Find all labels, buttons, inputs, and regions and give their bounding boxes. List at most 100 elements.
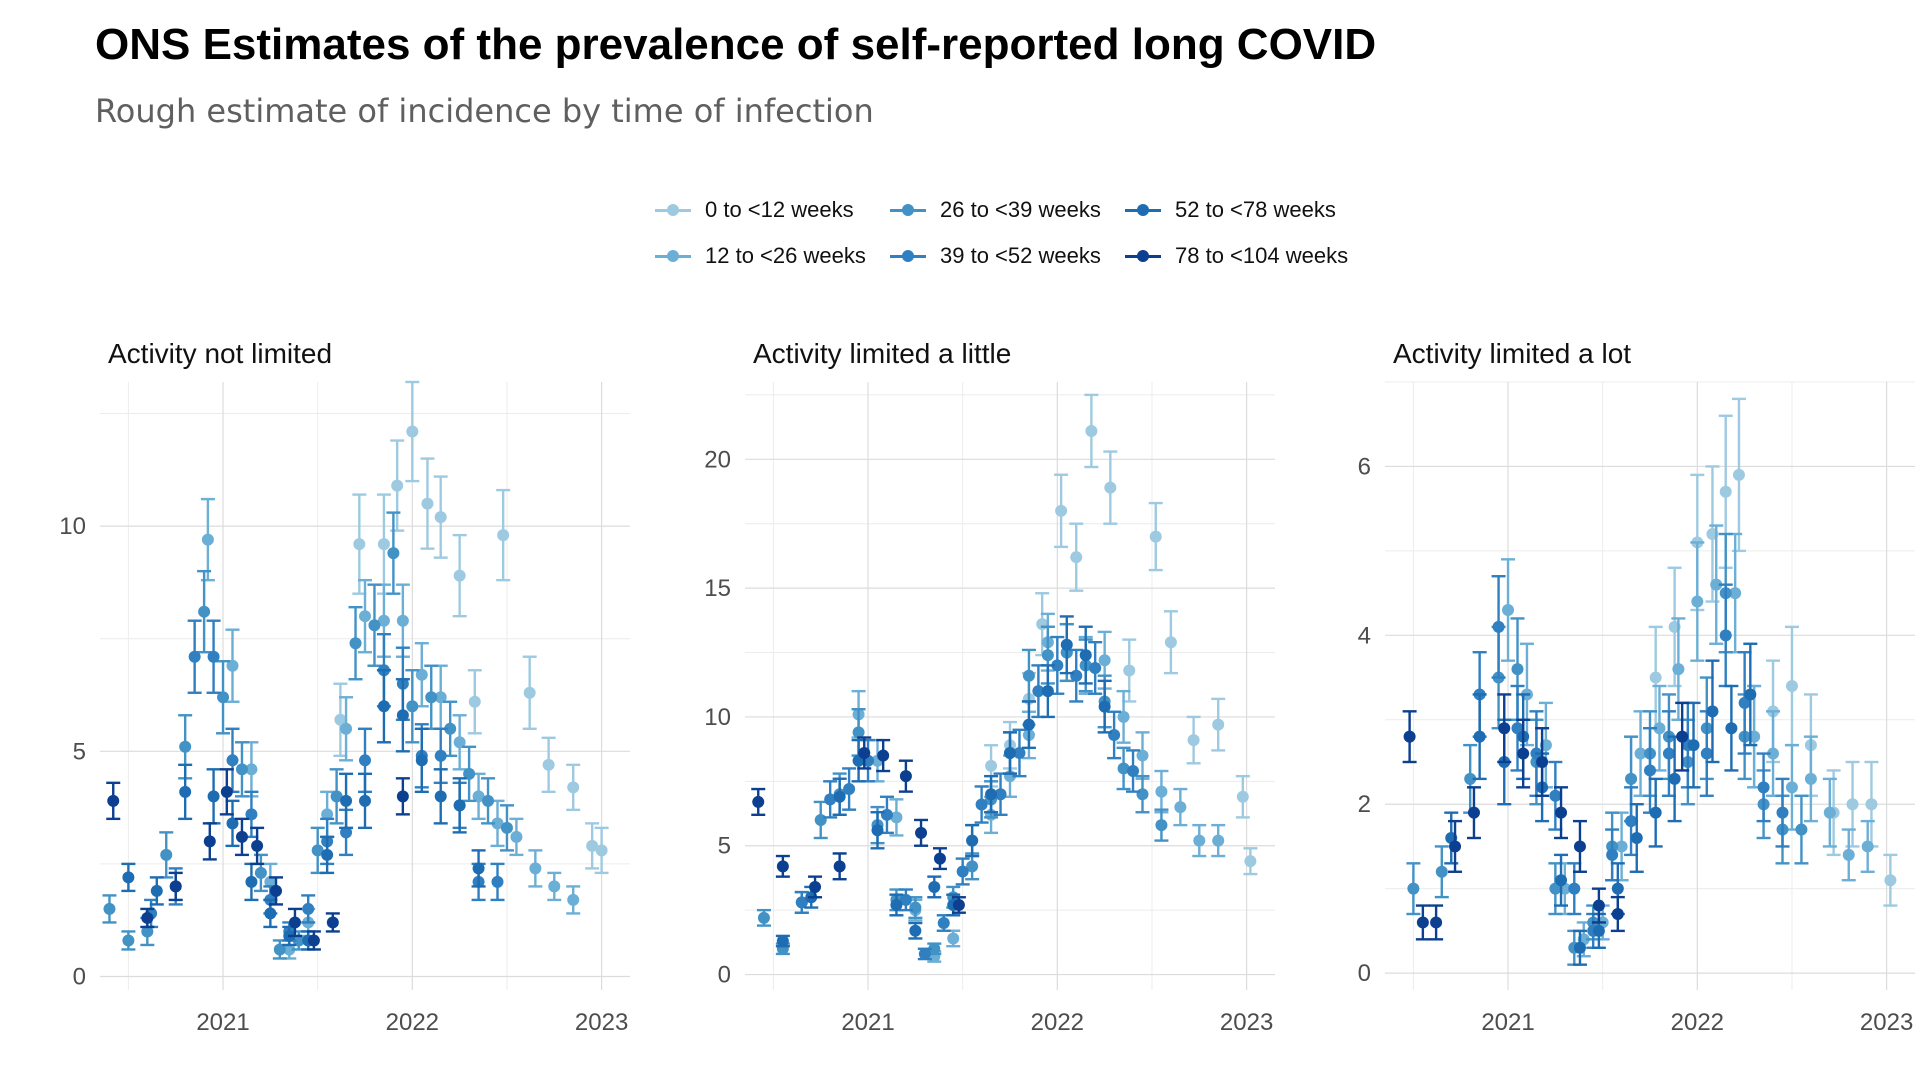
data-point bbox=[510, 830, 523, 843]
data-point bbox=[500, 821, 513, 834]
data-point bbox=[1536, 756, 1549, 768]
data-point bbox=[1687, 739, 1700, 752]
data-point bbox=[1691, 595, 1704, 608]
data-point bbox=[1155, 819, 1168, 832]
data-point bbox=[1051, 659, 1064, 672]
data-point bbox=[1117, 710, 1130, 723]
data-point bbox=[899, 893, 912, 906]
data-point bbox=[421, 497, 434, 510]
data-point bbox=[1136, 788, 1149, 801]
data-point bbox=[254, 866, 267, 879]
data-point bbox=[1592, 924, 1605, 937]
data-point bbox=[292, 934, 305, 947]
data-point bbox=[1846, 798, 1859, 811]
data-point bbox=[1193, 834, 1206, 847]
data-point bbox=[1592, 899, 1605, 912]
data-point bbox=[349, 637, 362, 650]
data-point bbox=[909, 924, 922, 937]
series bbox=[751, 736, 966, 914]
data-point bbox=[1706, 705, 1719, 718]
data-point bbox=[1117, 762, 1130, 775]
data-point bbox=[890, 811, 903, 824]
data-point bbox=[852, 726, 865, 739]
data-point bbox=[273, 943, 286, 956]
data-point bbox=[1123, 664, 1136, 677]
data-point bbox=[1861, 840, 1874, 853]
legend-item: 12 to <26 weeks bbox=[655, 241, 866, 271]
data-point bbox=[141, 911, 154, 924]
data-point bbox=[1573, 840, 1586, 853]
data-point bbox=[122, 871, 135, 884]
series bbox=[106, 768, 410, 951]
data-point bbox=[1662, 747, 1675, 760]
x-tick-label: 2021 bbox=[196, 1009, 249, 1036]
data-point bbox=[391, 479, 404, 492]
data-point bbox=[107, 794, 120, 807]
data-point bbox=[1060, 638, 1073, 651]
data-point bbox=[307, 934, 320, 947]
y-tick-label: 5 bbox=[73, 738, 86, 765]
data-point bbox=[1644, 764, 1656, 777]
data-point bbox=[235, 763, 248, 776]
legend-key bbox=[655, 195, 691, 225]
data-point bbox=[1649, 806, 1662, 819]
data-point bbox=[1407, 882, 1420, 895]
y-tick-label: 10 bbox=[704, 704, 731, 731]
data-point bbox=[472, 862, 485, 875]
y-tick-label: 20 bbox=[704, 446, 731, 473]
data-point bbox=[406, 700, 419, 713]
data-point bbox=[1865, 798, 1878, 811]
data-point bbox=[1700, 747, 1713, 760]
data-point bbox=[985, 788, 998, 801]
data-point bbox=[833, 860, 846, 873]
data-point bbox=[207, 650, 220, 663]
data-point bbox=[251, 839, 264, 852]
x-tick-label: 2023 bbox=[575, 1009, 628, 1036]
legend-key bbox=[655, 241, 691, 271]
y-tick-label: 0 bbox=[73, 963, 86, 990]
series bbox=[984, 393, 1258, 876]
data-point bbox=[548, 880, 561, 893]
data-point bbox=[1036, 618, 1049, 631]
data-point bbox=[1070, 551, 1083, 564]
x-tick-label: 2022 bbox=[1671, 1009, 1724, 1036]
data-point bbox=[915, 826, 928, 839]
data-point bbox=[160, 848, 173, 861]
y-tick-label: 15 bbox=[704, 575, 731, 602]
data-point bbox=[899, 770, 912, 783]
data-point bbox=[1041, 649, 1054, 662]
data-point bbox=[871, 824, 884, 837]
x-tick-label: 2022 bbox=[386, 1009, 439, 1036]
data-point bbox=[1127, 765, 1140, 778]
data-point bbox=[220, 785, 233, 798]
data-point bbox=[245, 808, 258, 821]
data-point bbox=[415, 668, 428, 681]
data-point bbox=[444, 722, 457, 735]
data-point bbox=[890, 898, 903, 911]
data-point bbox=[1079, 649, 1092, 662]
data-point bbox=[377, 700, 390, 713]
data-point bbox=[472, 790, 485, 803]
data-point bbox=[1244, 855, 1257, 868]
data-point bbox=[1757, 781, 1770, 794]
chart-panel: Activity limited a little 0 5 10 15 20 2021 202… bbox=[704, 338, 1275, 1036]
data-point bbox=[141, 925, 154, 938]
data-point bbox=[1785, 781, 1798, 794]
data-point bbox=[326, 916, 339, 929]
data-point bbox=[1744, 688, 1757, 701]
x-tick-label: 2023 bbox=[1860, 1009, 1913, 1036]
data-point bbox=[933, 852, 946, 865]
data-point bbox=[877, 749, 890, 762]
data-point bbox=[1725, 722, 1738, 735]
panel-title: Activity limited a lot bbox=[1393, 338, 1631, 369]
data-point bbox=[179, 740, 192, 753]
data-point bbox=[453, 569, 466, 582]
data-point bbox=[288, 916, 301, 929]
data-point bbox=[909, 901, 922, 914]
data-point bbox=[1676, 730, 1689, 743]
y-tick-label: 6 bbox=[1358, 453, 1371, 480]
data-point bbox=[302, 902, 315, 915]
data-point bbox=[434, 511, 447, 524]
data-point bbox=[491, 817, 504, 830]
data-point bbox=[368, 619, 381, 632]
